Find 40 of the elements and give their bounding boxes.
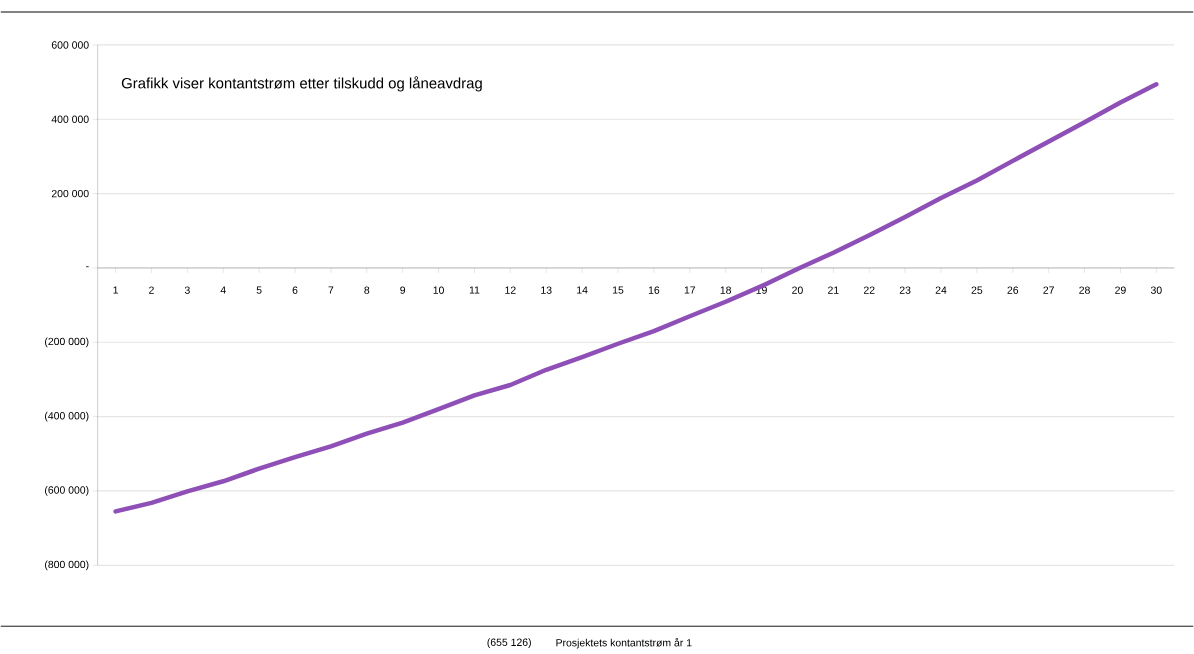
y-tick-label: 400 000 (51, 115, 89, 123)
x-tick-label: 27 (1043, 286, 1054, 294)
x-tick-label: 26 (1007, 286, 1019, 294)
y-tick-label: (400 000) (45, 411, 89, 422)
x-tick-label: 22 (863, 286, 875, 294)
x-tick-label: 14 (577, 286, 588, 294)
x-tick-label: 5 (256, 286, 262, 294)
x-tick-label: 15 (612, 286, 624, 294)
x-tick-label: 6 (292, 286, 298, 294)
x-tick-label: 20 (792, 286, 803, 294)
x-tick-label: 23 (899, 286, 911, 294)
text: (655 126) (487, 638, 531, 648)
y-tick-label: - (86, 266, 89, 268)
x-tick-label: 3 (184, 286, 190, 294)
y-tick-label: (800 000) (45, 560, 89, 571)
text: Grafikk viser kontantstrøm etter tilskudd og låneavdrag (121, 76, 482, 92)
x-tick-label: 8 (364, 286, 370, 294)
x-tick-label: 1 (113, 286, 118, 294)
x-tick-label: 21 (828, 286, 839, 294)
x-tick-label: 4 (220, 286, 226, 294)
x-tick-label: 18 (720, 286, 732, 294)
x-tick-label: 11 (469, 286, 480, 294)
x-tick-label: 28 (1079, 286, 1090, 294)
x-tick-label: 7 (328, 286, 334, 294)
y-tick-label: (600 000) (45, 486, 89, 496)
x-tick-label: 24 (935, 286, 947, 294)
x-tick-label: 12 (505, 286, 516, 294)
x-tick-label: 10 (433, 286, 444, 294)
y-tick-label: 200 000 (51, 189, 89, 198)
text: Prosjektets kontantstrøm år 1 (556, 637, 692, 649)
x-tick-label: 9 (400, 286, 406, 294)
x-tick-label: 29 (1115, 286, 1126, 294)
x-tick-label: 2 (149, 286, 154, 294)
y-tick-label: 600 000 (51, 41, 89, 49)
x-tick-label: 16 (648, 286, 660, 294)
y-tick-label: (200 000) (45, 337, 89, 348)
x-tick-label: 25 (971, 286, 983, 294)
x-tick-label: 30 (1150, 286, 1162, 294)
x-tick-label: 17 (684, 286, 696, 294)
x-tick-label: 13 (541, 286, 552, 294)
